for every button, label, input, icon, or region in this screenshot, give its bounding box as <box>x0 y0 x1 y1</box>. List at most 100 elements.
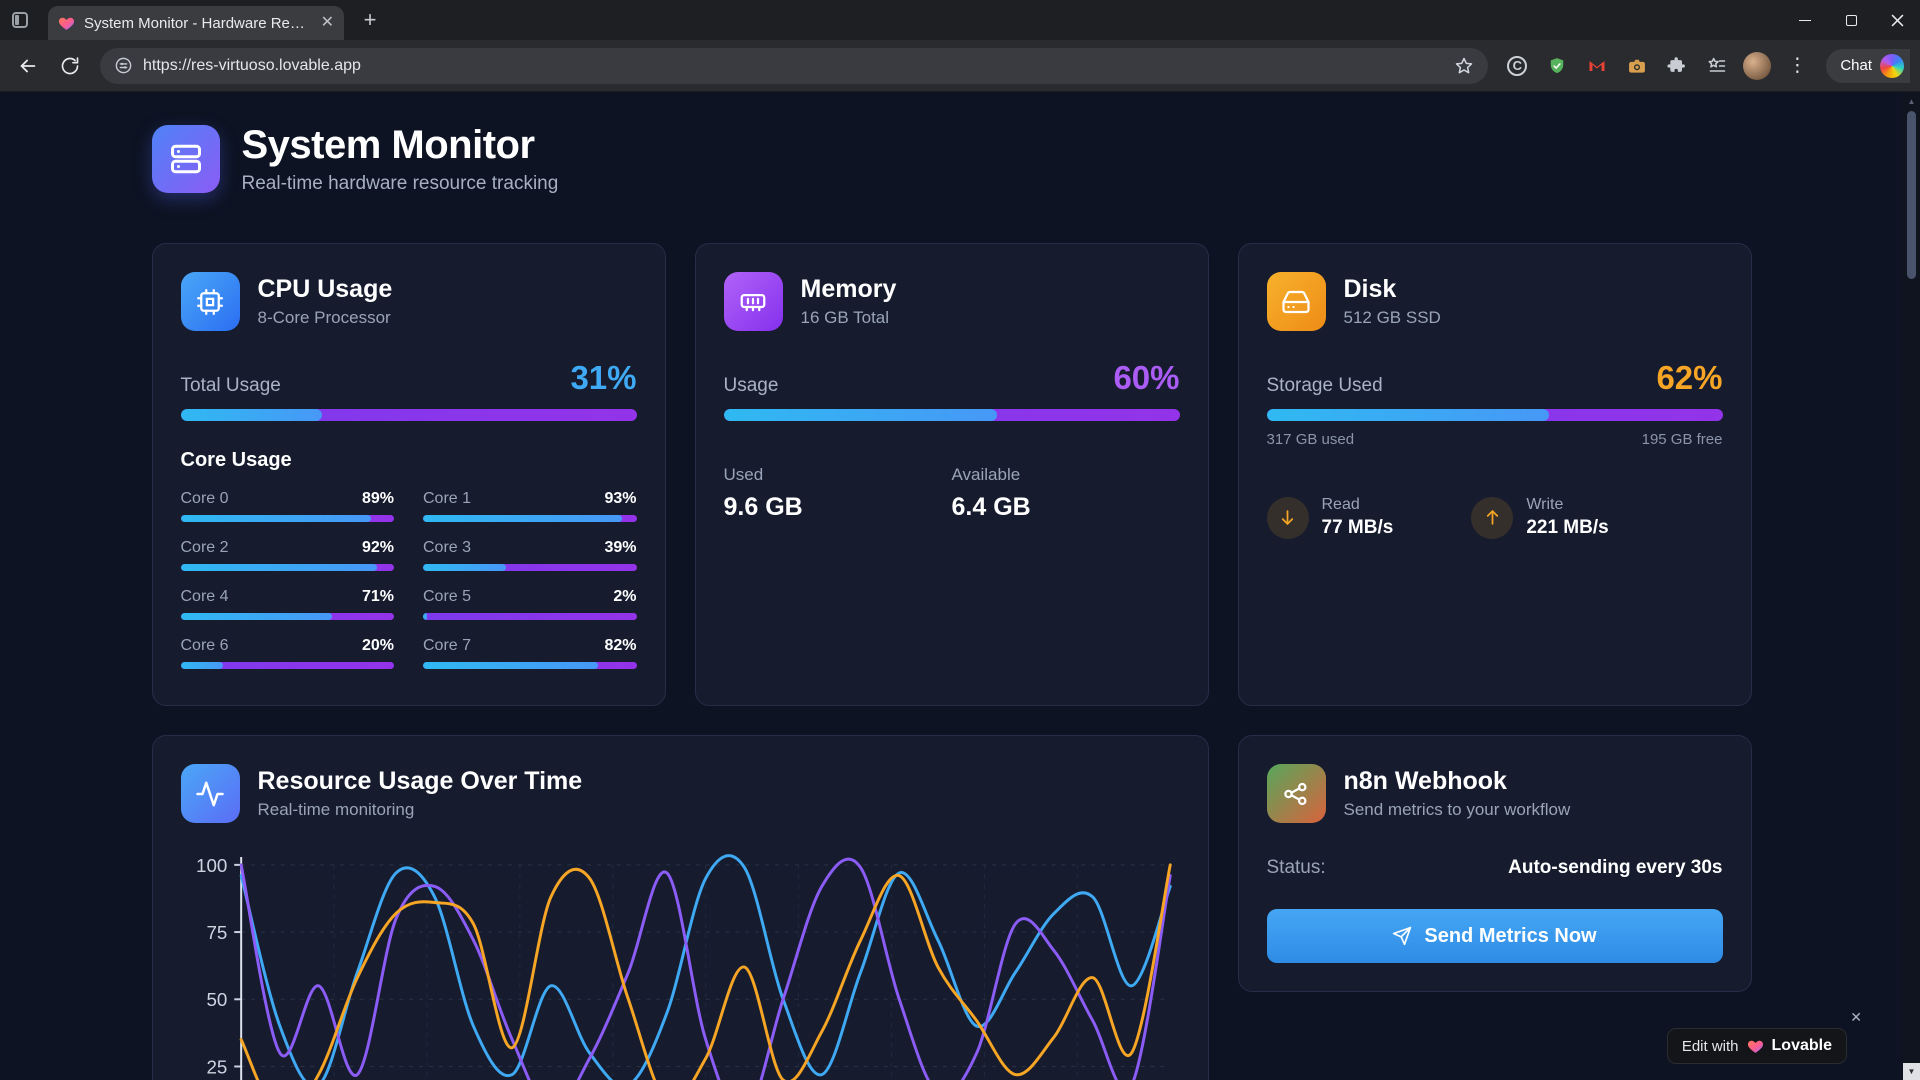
send-metrics-button[interactable]: Send Metrics Now <box>1266 909 1723 963</box>
page-scrollbar[interactable]: ▲ ▼ <box>1903 93 1920 1080</box>
chart-card-icon <box>180 764 240 823</box>
send-metrics-label: Send Metrics Now <box>1424 924 1597 947</box>
server-icon <box>170 144 201 174</box>
badge-prefix: Edit with <box>1681 1037 1739 1055</box>
webhook-card-subtitle: Send metrics to your workflow <box>1343 800 1571 819</box>
cpu-progressbar <box>180 409 637 421</box>
tab-close-icon[interactable]: ✕ <box>320 14 334 31</box>
cpu-card-icon <box>180 272 240 331</box>
memory-available-stat: Available 6.4 GB <box>952 465 1180 522</box>
extension-c-button[interactable]: C <box>1500 49 1534 83</box>
lovable-badge[interactable]: ✕ Edit with Lovable <box>1666 1009 1862 1064</box>
camera-icon <box>1629 59 1646 73</box>
memory-used-label: Used <box>723 465 764 484</box>
browser-titlebar: System Monitor - Hardware Reso... ✕ + <box>0 0 1920 40</box>
core-progressbar <box>180 613 394 620</box>
chat-button[interactable]: Chat <box>1826 48 1910 83</box>
core-label: Core 2 <box>180 539 229 556</box>
extension-camera-button[interactable] <box>1620 49 1654 83</box>
extensions-menu-button[interactable] <box>1660 49 1694 83</box>
memory-used-value: 9.6 GB <box>723 493 803 521</box>
core-item-5: Core 5 2% <box>423 588 637 620</box>
reload-button[interactable] <box>52 48 88 84</box>
read-icon-circle <box>1266 496 1309 539</box>
memory-available-value: 6.4 GB <box>951 493 1031 521</box>
memory-card-subtitle: 16 GB Total <box>800 308 890 327</box>
site-info-icon[interactable] <box>114 56 133 75</box>
cpu-core-grid: Core 0 89% Core 1 93% Core 2 92% Core 3 39% Core… <box>180 490 637 669</box>
scrollbar-up-icon[interactable]: ▲ <box>1907 96 1916 106</box>
memory-usage-value: 60% <box>1113 359 1180 396</box>
cpu-card: CPU Usage 8-Core Processor Total Usage 3… <box>151 243 666 706</box>
disk-card-title: Disk <box>1343 275 1397 303</box>
web-page: System Monitor Real-time hardware resour… <box>0 93 1903 1080</box>
disk-card-subtitle: 512 GB SSD <box>1343 308 1441 327</box>
core-progressbar <box>180 564 394 571</box>
cpu-icon <box>197 288 223 315</box>
copilot-icon <box>1880 53 1904 78</box>
read-label: Read <box>1321 496 1360 513</box>
reload-icon <box>61 56 79 74</box>
gmail-icon <box>1589 60 1605 71</box>
disk-progressbar <box>1266 409 1723 421</box>
maximize-icon <box>1845 14 1857 26</box>
core-item-6: Core 6 20% <box>180 637 394 669</box>
side-panel-button[interactable] <box>0 0 40 40</box>
status-value: Auto-sending every 30s <box>1508 857 1723 878</box>
core-progressbar <box>423 515 637 522</box>
core-value: 82% <box>604 637 637 654</box>
extension-shield-button[interactable] <box>1540 49 1574 83</box>
ram-icon <box>740 293 766 311</box>
window-minimize-button[interactable] <box>1782 0 1828 40</box>
page-title: System Monitor <box>241 123 536 167</box>
app-logo <box>151 125 220 193</box>
core-item-4: Core 4 71% <box>180 588 394 620</box>
new-tab-button[interactable]: + <box>363 7 377 32</box>
activity-icon <box>196 781 224 806</box>
address-bar[interactable]: https://res-virtuoso.lovable.app <box>100 47 1489 84</box>
memory-usage-label: Usage <box>723 375 779 396</box>
memory-available-label: Available <box>951 465 1021 484</box>
resource-chart-card: Resource Usage Over Time Real-time monit… <box>151 735 1209 1080</box>
disk-write-stat: Write 221 MB/s <box>1471 496 1609 539</box>
arrow-up-icon <box>1486 510 1498 525</box>
disk-card: Disk 512 GB SSD Storage Used 62% 317 GB … <box>1237 243 1752 706</box>
core-item-3: Core 3 39% <box>423 539 637 571</box>
core-value: 2% <box>613 588 637 605</box>
disk-usage-label: Storage Used <box>1266 375 1383 396</box>
extension-gmail-button[interactable] <box>1580 49 1614 83</box>
core-progressbar <box>423 662 637 669</box>
scrollbar-down-icon[interactable]: ▼ <box>1903 1063 1920 1080</box>
memory-progressbar <box>723 409 1180 421</box>
core-value: 39% <box>604 539 637 556</box>
browser-menu-button[interactable]: ⋮ <box>1780 49 1814 83</box>
svg-text:25: 25 <box>206 1056 227 1077</box>
core-label: Core 7 <box>423 637 472 654</box>
chat-label: Chat <box>1840 57 1872 74</box>
badge-close-icon[interactable]: ✕ <box>1850 1009 1862 1025</box>
lovable-favicon-icon <box>58 17 75 30</box>
bookmark-star-icon[interactable] <box>1454 56 1474 76</box>
reading-list-button[interactable] <box>1700 49 1734 83</box>
puzzle-icon <box>1667 56 1686 72</box>
core-progressbar <box>180 662 394 669</box>
core-label: Core 6 <box>180 637 229 654</box>
core-label: Core 3 <box>423 539 472 556</box>
memory-used-stat: Used 9.6 GB <box>724 465 952 522</box>
core-progressbar <box>423 564 637 571</box>
cpu-usage-label: Total Usage <box>180 375 281 396</box>
cpu-card-title: CPU Usage <box>257 275 393 303</box>
nodes-icon <box>1284 782 1307 805</box>
tab-title: System Monitor - Hardware Reso... <box>84 14 312 32</box>
url-text: https://res-virtuoso.lovable.app <box>143 56 361 74</box>
scrollbar-thumb[interactable] <box>1907 111 1916 279</box>
back-button[interactable] <box>10 48 46 84</box>
profile-button[interactable] <box>1740 49 1774 83</box>
window-maximize-button[interactable] <box>1828 0 1874 40</box>
window-close-button[interactable] <box>1874 0 1920 40</box>
browser-tab[interactable]: System Monitor - Hardware Reso... ✕ <box>48 6 344 40</box>
core-label: Core 1 <box>423 490 472 507</box>
disk-usage-value: 62% <box>1656 359 1723 396</box>
chart-card-title: Resource Usage Over Time <box>257 767 583 795</box>
write-icon-circle <box>1471 496 1514 539</box>
